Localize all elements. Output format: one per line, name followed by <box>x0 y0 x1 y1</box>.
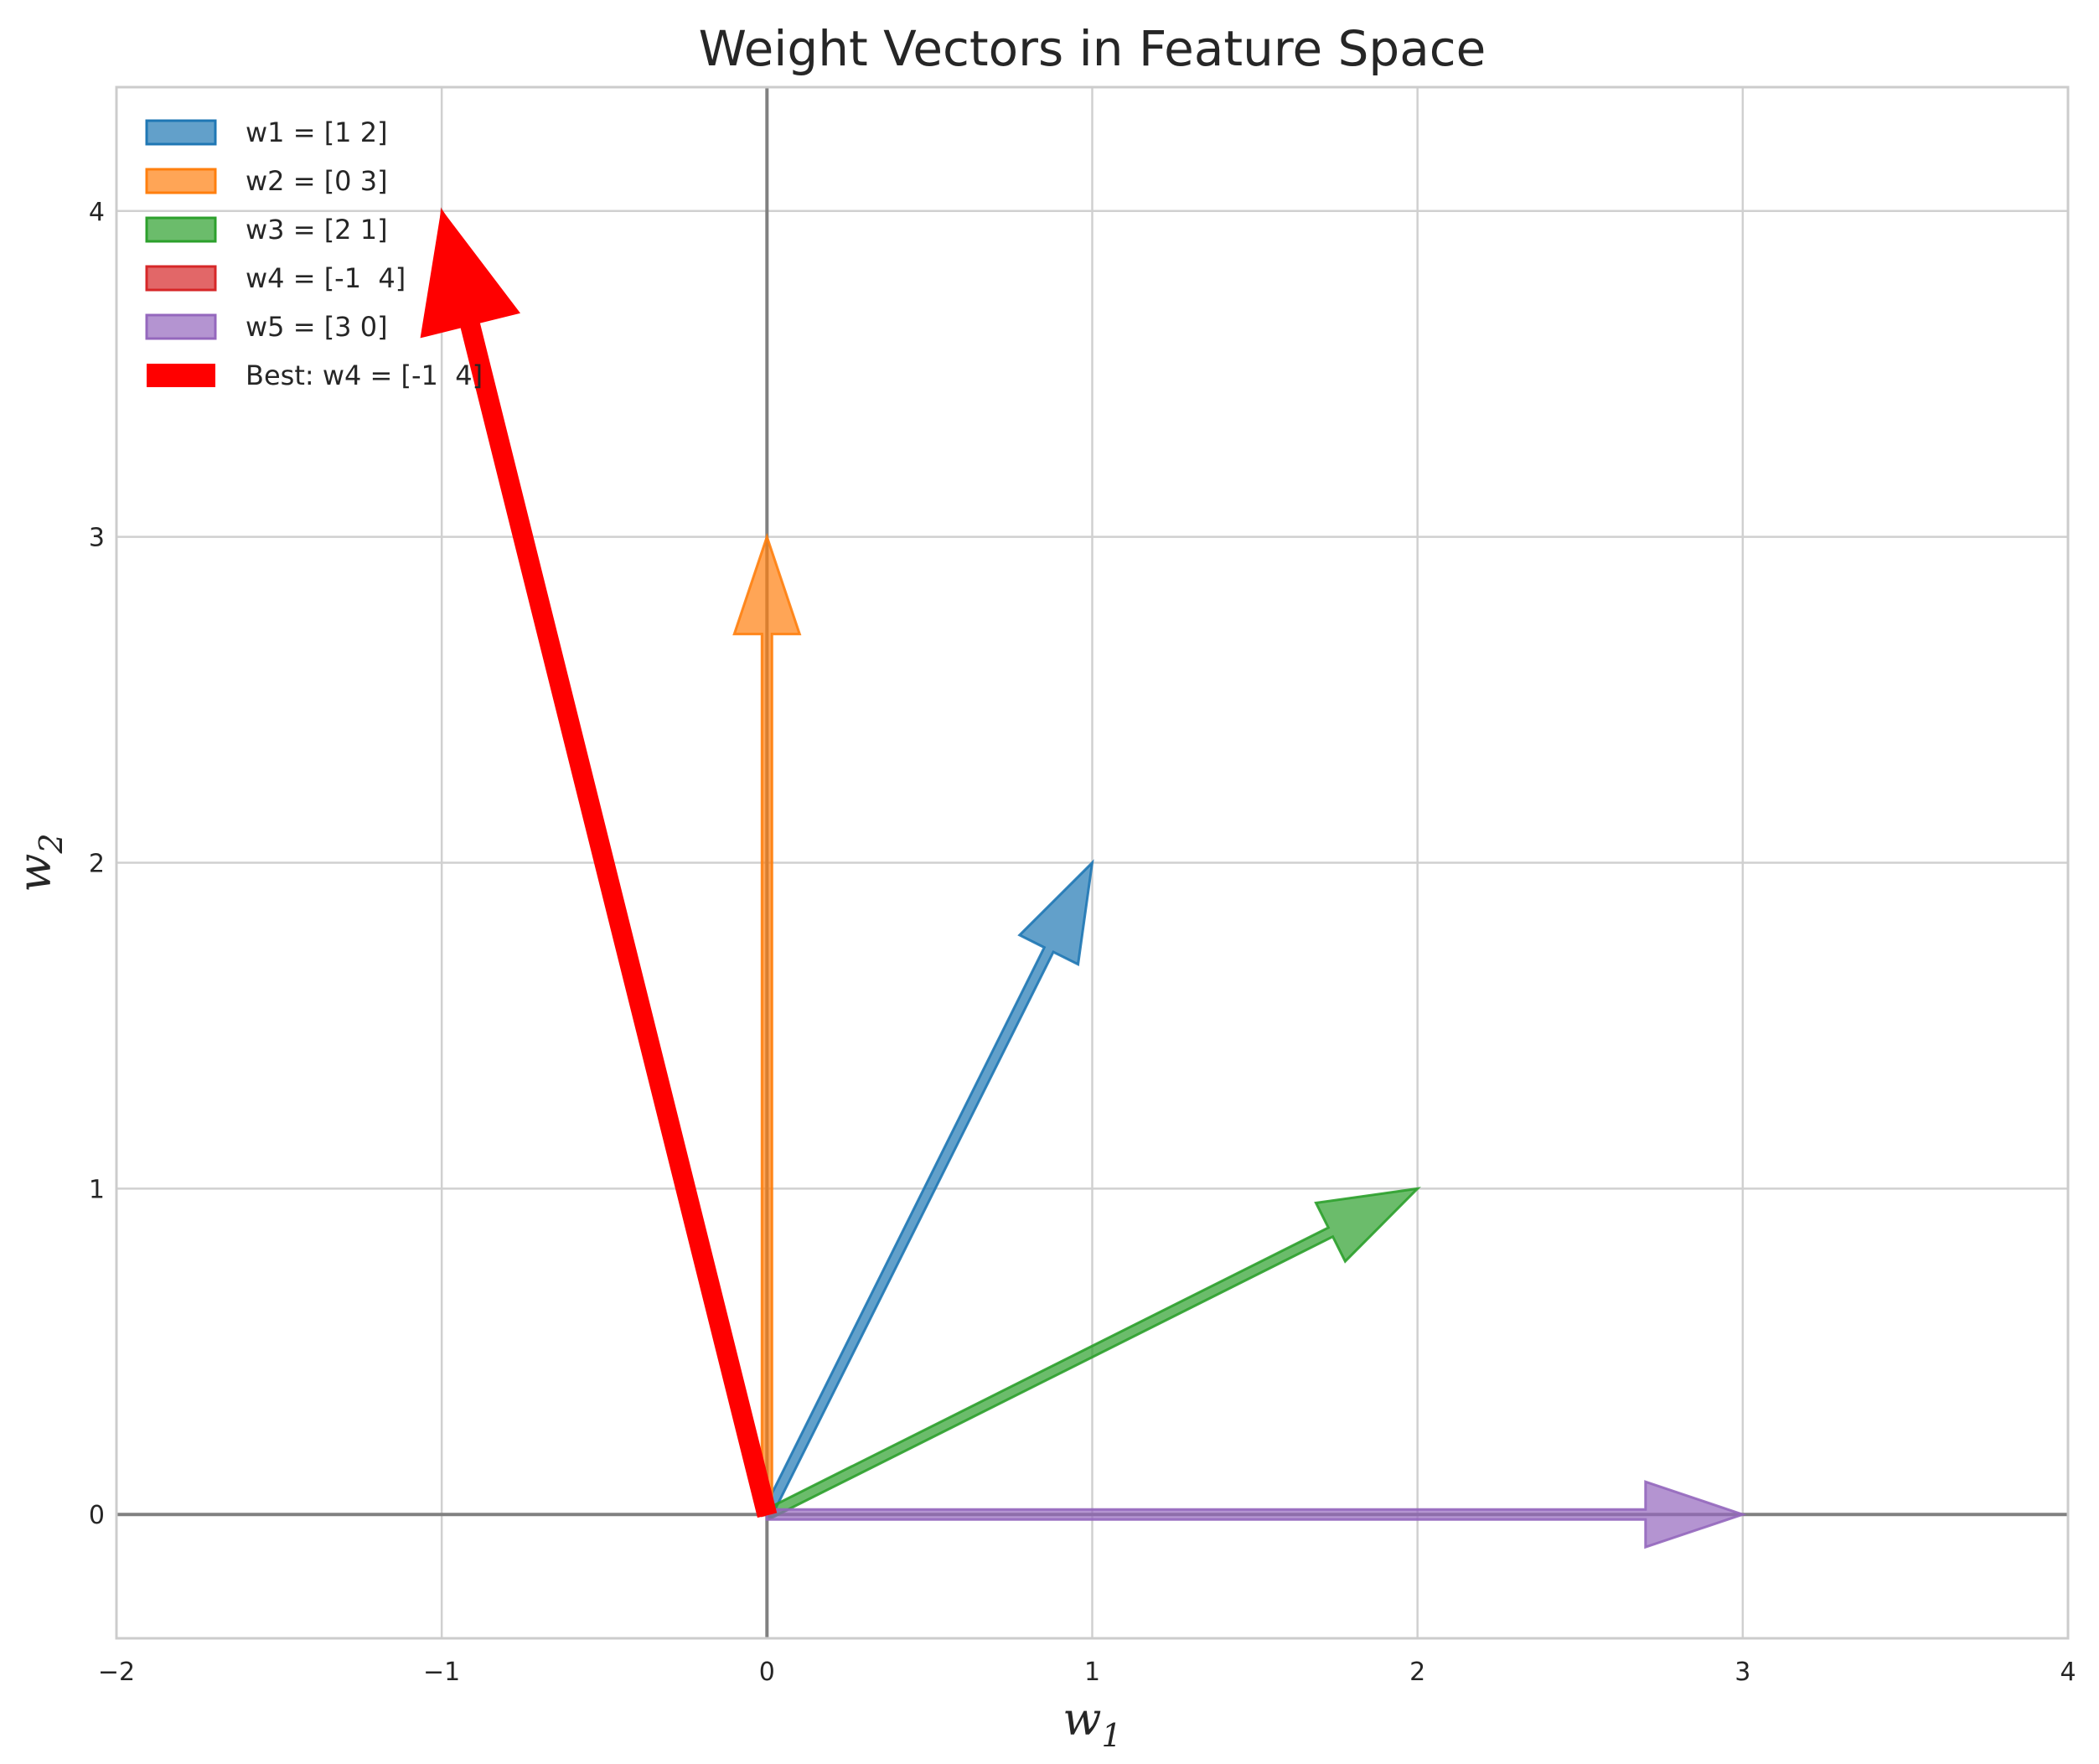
x-tick-label: 2 <box>1409 1658 1425 1687</box>
x-tick-label: −1 <box>423 1658 460 1687</box>
vector-arrow-w3 <box>763 1187 1421 1521</box>
legend-label-w1: w1 = [1 2] <box>246 116 388 148</box>
vector-arrow-w2 <box>732 532 802 1516</box>
vector-arrow-w5 <box>765 1480 1747 1549</box>
y-tick-label: 2 <box>89 850 105 879</box>
chart-title: Weight Vectors in Feature Space <box>699 20 1486 77</box>
legend-swatch-w1 <box>145 119 217 146</box>
y-tick-labels: 0 1 2 3 4 <box>89 198 105 1530</box>
vector-arrow-w1 <box>760 859 1094 1518</box>
plot-frame <box>115 85 2070 1640</box>
vectors <box>420 207 1747 1549</box>
x-tick-label: 0 <box>759 1658 775 1687</box>
x-tick-label: 3 <box>1735 1658 1750 1687</box>
legend-swatch-w2 <box>145 168 217 194</box>
x-tick-label: −2 <box>98 1658 135 1687</box>
legend-swatch-w5 <box>145 313 217 340</box>
x-tick-labels: −2 −1 0 1 2 3 4 <box>98 1658 2076 1687</box>
legend-label-w5: w5 = [3 0] <box>246 311 388 343</box>
legend-label-w4: w4 = [-1 4] <box>246 262 406 294</box>
y-tick-label: 1 <box>89 1175 105 1204</box>
best-vector-arrow <box>420 209 778 1518</box>
y-tick-label: 3 <box>89 524 105 553</box>
legend-label-w2: w2 = [0 3] <box>246 165 388 197</box>
x-axis-label-subscript: 1 <box>1102 1717 1122 1754</box>
y-tick-label: 4 <box>89 198 105 227</box>
y-axis-label-subscript: 2 <box>33 833 70 854</box>
legend-swatch-w4 <box>145 265 217 292</box>
legend-label-best: Best: w4 = [-1 4] <box>246 360 483 391</box>
legend-swatch-best <box>147 364 215 387</box>
legend-label-w3: w3 = [2 1] <box>246 214 388 246</box>
legend: w1 = [1 2] w2 = [0 3] w3 = [2 1] w4 = [-1 4… <box>145 116 483 391</box>
y-tick-label: 0 <box>89 1501 105 1530</box>
x-tick-label: 1 <box>1084 1658 1100 1687</box>
x-tick-label: 4 <box>2060 1658 2076 1687</box>
legend-swatch-w3 <box>145 216 217 243</box>
